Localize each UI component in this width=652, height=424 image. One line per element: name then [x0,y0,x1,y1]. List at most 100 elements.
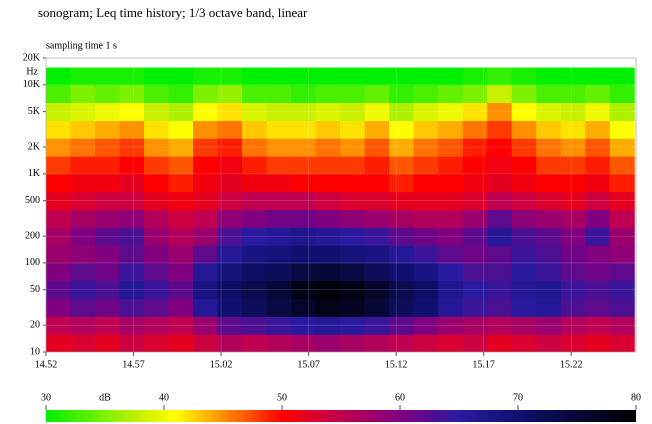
heatmap-cell [46,263,71,281]
heatmap-cell [120,174,145,192]
heatmap-cell [267,334,292,353]
heatmap-cell [193,156,218,174]
heatmap-cell [193,227,218,245]
heatmap-cell [120,68,145,86]
heatmap-cell [610,334,635,353]
heatmap-cell [512,138,537,156]
y-tick-label: 2K [28,141,41,152]
heatmap-cell [242,263,267,281]
heatmap-cell [536,245,561,263]
heatmap-cell [193,299,218,317]
heatmap-cell [389,316,414,334]
heatmap-cell [512,245,537,263]
heatmap-cell [95,299,120,317]
heatmap-cell [585,245,610,263]
heatmap-cell [144,68,169,86]
heatmap-cell [120,316,145,334]
heatmap-cell [512,227,537,245]
heatmap-cell [291,245,316,263]
heatmap-cell [487,334,512,353]
heatmap-cell [95,334,120,353]
heatmap-cell [120,263,145,281]
heatmap-cell [144,138,169,156]
heatmap-cell [365,121,390,139]
heatmap-cell [389,227,414,245]
heatmap-cell [414,85,439,103]
heatmap-cell [95,138,120,156]
heatmap-cell [316,245,341,263]
heatmap-cell [512,156,537,174]
heatmap-cell [169,121,194,139]
heatmap-cell [46,121,71,139]
heatmap-cell [71,174,96,192]
heatmap-cell [365,210,390,228]
heatmap-cell [120,334,145,353]
heatmap-cell [71,245,96,263]
heatmap-cell [291,334,316,353]
heatmap-cell [169,245,194,263]
heatmap-cell [438,121,463,139]
heatmap-cell [340,174,365,192]
heatmap-cell [414,299,439,317]
y-axis-label: Hz [26,66,38,77]
heatmap [46,68,635,353]
heatmap-cell [95,85,120,103]
heatmap-cell [340,263,365,281]
heatmap-cell [561,85,586,103]
heatmap-cell [291,85,316,103]
heatmap-cell [487,263,512,281]
heatmap-cell [438,334,463,353]
heatmap-cell [95,174,120,192]
heatmap-cell [169,138,194,156]
heatmap-cell [316,85,341,103]
heatmap-cell [512,121,537,139]
heatmap-cell [169,210,194,228]
heatmap-cell [512,334,537,353]
heatmap-cell [169,316,194,334]
heatmap-cell [585,316,610,334]
heatmap-cell [242,334,267,353]
heatmap-cell [291,316,316,334]
colorbar-tick-label: 80 [631,392,641,403]
heatmap-cell [71,227,96,245]
heatmap-cell [389,334,414,353]
y-tick-label: 200 [25,230,40,241]
heatmap-cell [487,85,512,103]
heatmap-cell [438,156,463,174]
heatmap-cell [414,263,439,281]
heatmap-cell [438,85,463,103]
heatmap-cell [414,334,439,353]
heatmap-cell [193,174,218,192]
heatmap-cell [389,210,414,228]
heatmap-cell [71,138,96,156]
heatmap-cell [438,138,463,156]
heatmap-cell [291,121,316,139]
heatmap-cell [71,334,96,353]
colorbar [46,410,636,422]
heatmap-cell [585,334,610,353]
heatmap-cell [536,121,561,139]
heatmap-cell [389,245,414,263]
heatmap-cell [487,121,512,139]
heatmap-cell [71,156,96,174]
y-tick-label: 5K [28,106,41,117]
heatmap-cell [610,210,635,228]
heatmap-cell [267,85,292,103]
heatmap-cell [487,68,512,86]
heatmap-cell [561,156,586,174]
y-tick-label: 50 [30,284,40,295]
heatmap-cell [169,174,194,192]
heatmap-cell [144,245,169,263]
heatmap-cell [267,316,292,334]
heatmap-cell [585,85,610,103]
heatmap-cell [585,68,610,86]
heatmap-cell [316,210,341,228]
heatmap-cell [365,263,390,281]
heatmap-cell [169,227,194,245]
heatmap-cell [487,156,512,174]
heatmap-cell [340,210,365,228]
y-tick-label: 10K [23,79,41,90]
heatmap-cell [438,245,463,263]
heatmap-cell [46,227,71,245]
heatmap-cell [267,245,292,263]
